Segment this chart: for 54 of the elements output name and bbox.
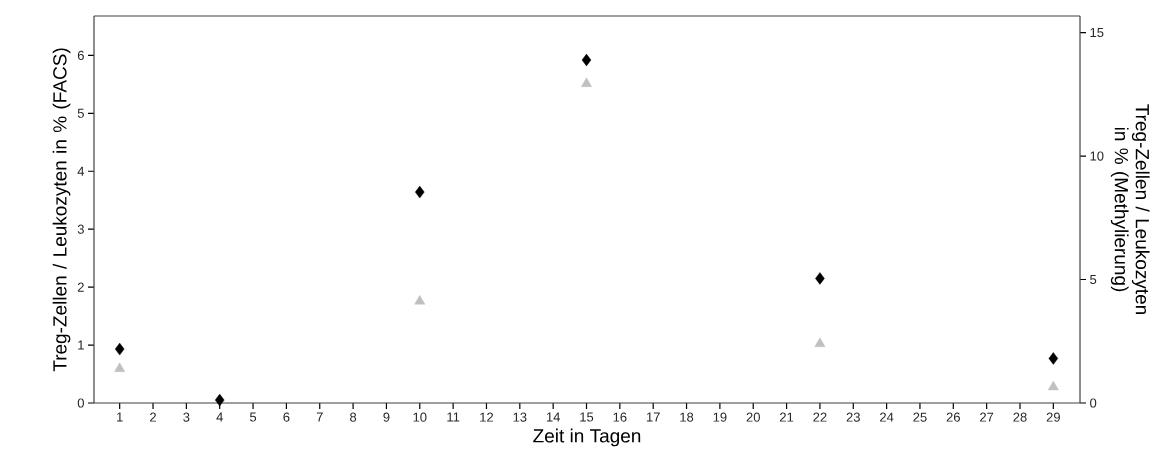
x-tick-label: 7 bbox=[316, 412, 323, 422]
x-tick-label: 11 bbox=[447, 412, 460, 422]
y2-tick-label: 15 bbox=[1090, 28, 1104, 38]
x-tick-label: 28 bbox=[1013, 412, 1027, 422]
x-tick-label: 15 bbox=[580, 412, 594, 422]
x-axis-title: Zeit in Tagen bbox=[533, 428, 641, 447]
x-tick-label: 6 bbox=[283, 412, 290, 422]
x-tick-label: 13 bbox=[513, 412, 527, 422]
point bbox=[414, 295, 426, 305]
x-tick-label: 9 bbox=[383, 412, 390, 422]
x-tick-label: 23 bbox=[846, 412, 860, 422]
point bbox=[415, 185, 425, 199]
point bbox=[581, 53, 592, 67]
point bbox=[215, 393, 225, 407]
x-tick-label: 21 bbox=[780, 412, 794, 422]
y-tick-label: 4 bbox=[77, 166, 85, 176]
x-tick-label: 5 bbox=[249, 412, 257, 422]
x-tick-label: 2 bbox=[150, 412, 156, 422]
y-tick-label: 2 bbox=[77, 282, 84, 292]
x-tick-label: 26 bbox=[946, 412, 960, 422]
point bbox=[114, 342, 125, 356]
x-tick-label: 14 bbox=[546, 412, 561, 422]
x-tick-label: 19 bbox=[713, 412, 727, 422]
point bbox=[1047, 380, 1059, 391]
x-tick-label: 16 bbox=[613, 412, 627, 422]
point bbox=[114, 362, 126, 372]
x-tick-label: 4 bbox=[216, 412, 223, 422]
y-axis-title: Treg-Zellen / Leukozyten in % (FACS) bbox=[52, 48, 71, 372]
point bbox=[814, 337, 826, 347]
point bbox=[581, 77, 592, 87]
x-tick-label: 24 bbox=[880, 412, 894, 422]
y2-tick-label: 10 bbox=[1090, 151, 1104, 161]
x-tick-label: 10 bbox=[413, 412, 427, 422]
y2-tick-label: 0 bbox=[1090, 398, 1097, 408]
x-tick-label: 20 bbox=[746, 412, 760, 422]
y2-axis-title: Treg-Zellen / Leukozyten in % (Methylierung) bbox=[1110, 104, 1150, 315]
x-tick-label: 27 bbox=[980, 412, 994, 422]
y-tick-label: 6 bbox=[77, 50, 84, 60]
x-tick-label: 29 bbox=[1046, 412, 1060, 422]
x-tick-label: 8 bbox=[350, 412, 357, 422]
point bbox=[815, 272, 825, 285]
x-tick-label: 1 bbox=[117, 412, 123, 422]
y-tick-label: 0 bbox=[77, 398, 84, 408]
y-tick-label: 5 bbox=[77, 108, 84, 118]
y-tick-label: 1 bbox=[78, 340, 84, 350]
y-tick-label: 3 bbox=[77, 224, 84, 234]
point bbox=[1048, 352, 1059, 365]
x-tick-label: 25 bbox=[913, 412, 927, 422]
x-tick-label: 12 bbox=[480, 412, 494, 422]
x-tick-label: 18 bbox=[680, 412, 694, 422]
y2-tick-label: 5 bbox=[1090, 274, 1097, 285]
x-tick-label: 17 bbox=[646, 412, 660, 422]
x-tick-label: 3 bbox=[183, 412, 190, 422]
x-tick-label: 22 bbox=[813, 412, 827, 422]
